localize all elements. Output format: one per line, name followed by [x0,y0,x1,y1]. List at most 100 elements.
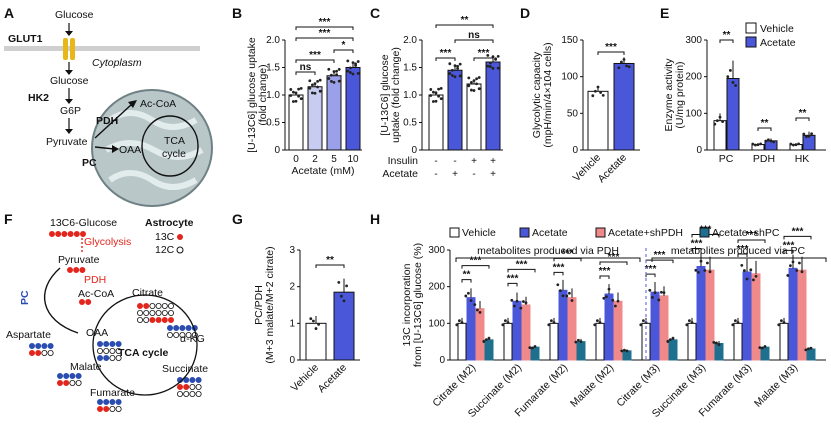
y-axis-title-line: (mpH/min/4×104 cells) [542,42,554,147]
data-point [805,135,808,139]
data-point [772,140,775,144]
carbon-dot [183,383,190,390]
data-point [311,83,314,87]
bar [558,289,568,361]
significance-bracket [295,26,354,30]
significance-bracket [507,268,536,273]
data-point [489,61,492,65]
significance-bracket [795,117,810,121]
bar [475,308,485,361]
legend-label-vehicle: Vehicle [760,23,794,35]
data-point [712,340,716,344]
cell-membrane [4,46,200,51]
data-point [594,89,597,93]
row-label-acetate: Acetate [382,168,418,180]
data-point [316,85,319,89]
data-point [317,322,320,326]
data-point [453,75,457,79]
carbon-dot [109,398,116,405]
x-tick-label: Acetate [315,362,349,396]
panel-d: D 0 50 100 150 Glycolytic capacity (mpH/min/4×… [520,5,640,185]
data-point [510,298,514,302]
significance-label: *** [737,244,749,255]
data-point [313,91,317,95]
x-tick-label: Malate (M2) [568,362,616,410]
significance-label: ns [300,62,312,73]
fumarate-label-f: Fumarate [90,387,135,399]
legend-label-acetate: Acetate [532,227,568,239]
bar [742,271,752,361]
data-point [731,323,735,327]
data-point [477,76,481,79]
carbon-dot [35,342,42,349]
data-point [486,54,490,57]
data-point [448,72,452,75]
bar [549,322,559,361]
bar [503,322,513,361]
carbon-dot [47,349,54,356]
group-bracket-pdh [455,257,641,262]
data-point [605,295,608,298]
data-point [470,81,473,84]
carbon-dot [143,302,150,309]
significance-label: *** [470,256,482,267]
bar [466,83,482,151]
data-point [769,139,773,143]
x-tick-label: 5 [331,154,337,165]
legend-label-acetate-shpc: Acetate+shPC [712,227,780,239]
data-point [547,323,551,327]
significance-label: *** [691,239,703,250]
glycolysis-label: Glycolysis [84,236,131,248]
y-axis-title: Enzyme activity (U/mg protein) [663,58,686,132]
data-point [706,261,709,265]
legend-swatch-acetate [745,36,757,48]
significance-bracket [553,271,564,276]
data-point [464,294,468,298]
data-point [699,259,703,263]
carbon-dot [183,390,190,397]
significance-label: *** [319,28,331,39]
glut1-label: GLUT1 [8,33,43,45]
y-axis-title-line: [U-13C6] glucose uptake [246,37,258,153]
y-tick-label: 100 [685,108,702,119]
legend-label-acetate: Acetate [760,37,796,49]
carbon-dot [189,390,196,397]
data-point [552,321,556,324]
significance-bracket [757,127,772,131]
y-tick-label: 1.5 [266,63,280,74]
malate-label-f: Malate [70,361,102,373]
data-point [802,132,806,136]
data-point [477,87,481,91]
carbon-dot [75,379,82,386]
pc-arrow-f [44,267,79,334]
pyruvate-label-f: Pyruvate [58,254,100,266]
significance-bracket [295,59,335,63]
data-point [596,85,600,89]
data-point [469,299,473,302]
data-point [721,120,724,124]
panel-f-carbon-dots [28,230,202,412]
y-tick-label: 1.5 [403,63,417,74]
legend-swatch-acetate [519,227,530,238]
data-point [731,81,735,84]
data-point [648,288,652,292]
y-axis-title-line: from [U-13C6] glucose (%) [412,243,424,367]
data-point [623,348,626,352]
significance-label: *** [553,262,565,273]
carbon-dot [173,331,180,338]
arrowhead [65,31,73,36]
carbon-dot [185,324,192,331]
x-axis-title: Acetate (mM) [291,165,354,177]
carbon-dot [167,309,174,316]
data-point [458,319,461,323]
data-point [807,134,811,138]
carbon-dot [75,372,82,379]
carbon-dot [115,354,122,361]
arrowhead [65,99,73,104]
carbon-dot [176,390,183,397]
data-point [657,298,661,302]
insulin-sign: - [453,156,456,167]
y-tick-label: 100 [561,72,578,83]
data-point [356,60,360,63]
data-point [294,99,298,103]
